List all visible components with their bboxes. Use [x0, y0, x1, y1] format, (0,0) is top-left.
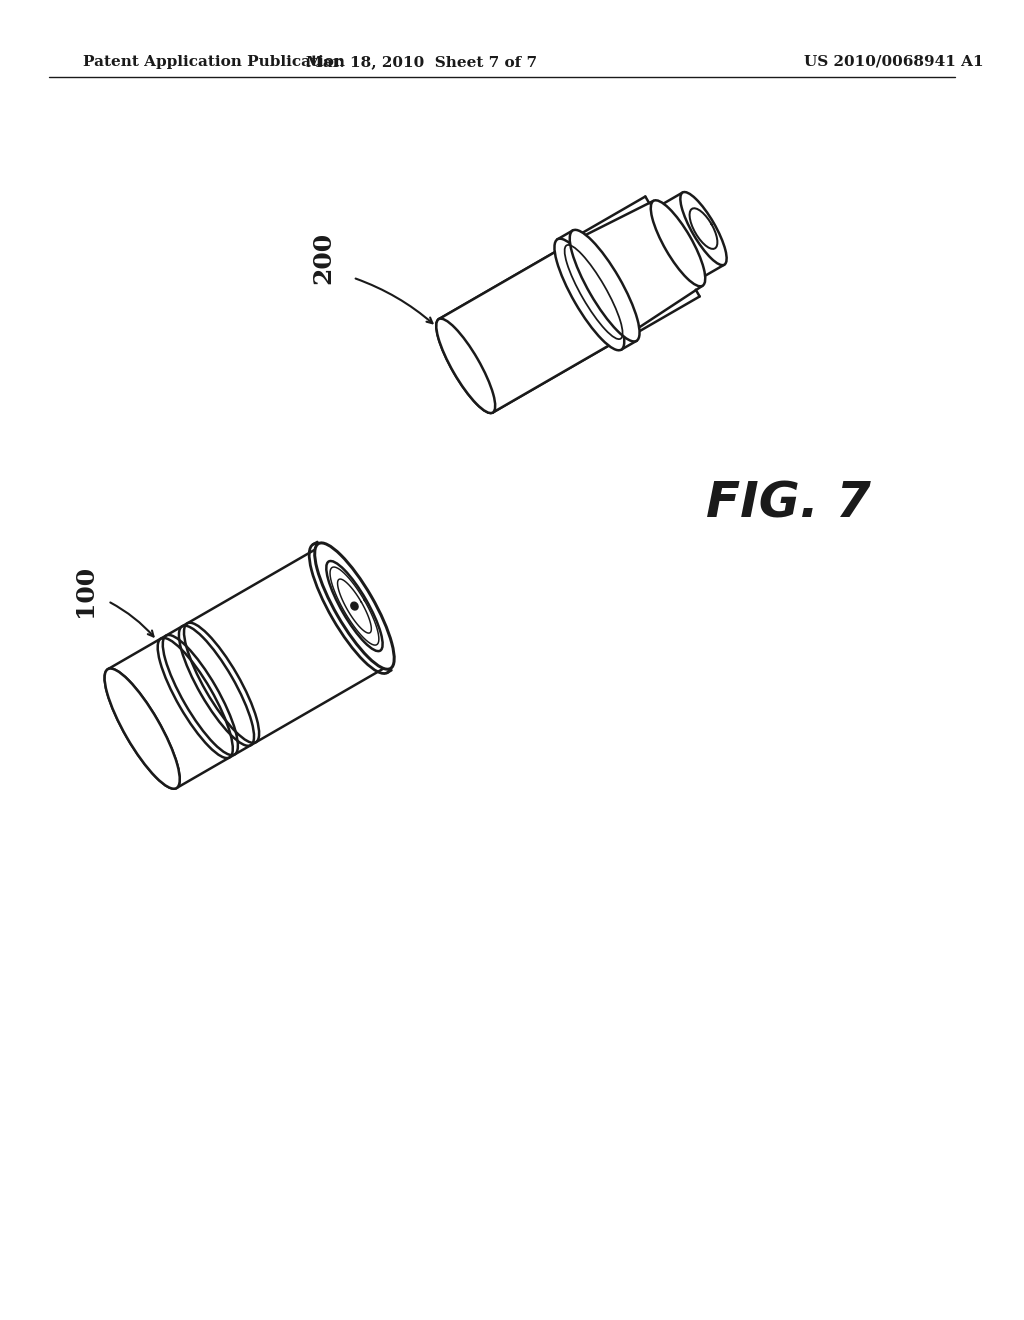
Text: FIG. 7: FIG. 7	[706, 479, 870, 527]
Ellipse shape	[351, 602, 358, 610]
Ellipse shape	[680, 191, 727, 265]
Ellipse shape	[554, 239, 625, 350]
Text: Mar. 18, 2010  Sheet 7 of 7: Mar. 18, 2010 Sheet 7 of 7	[306, 55, 538, 69]
Ellipse shape	[104, 668, 180, 789]
Text: 100: 100	[74, 565, 97, 618]
Ellipse shape	[436, 318, 496, 413]
Text: US 2010/0068941 A1: US 2010/0068941 A1	[804, 55, 984, 69]
Ellipse shape	[314, 543, 394, 669]
Polygon shape	[438, 244, 624, 413]
Ellipse shape	[436, 318, 496, 413]
Ellipse shape	[651, 201, 706, 286]
Text: Patent Application Publication: Patent Application Publication	[83, 55, 345, 69]
Polygon shape	[108, 546, 389, 788]
Ellipse shape	[327, 561, 383, 651]
Ellipse shape	[104, 668, 180, 789]
Ellipse shape	[569, 230, 640, 342]
Text: 200: 200	[311, 232, 336, 284]
